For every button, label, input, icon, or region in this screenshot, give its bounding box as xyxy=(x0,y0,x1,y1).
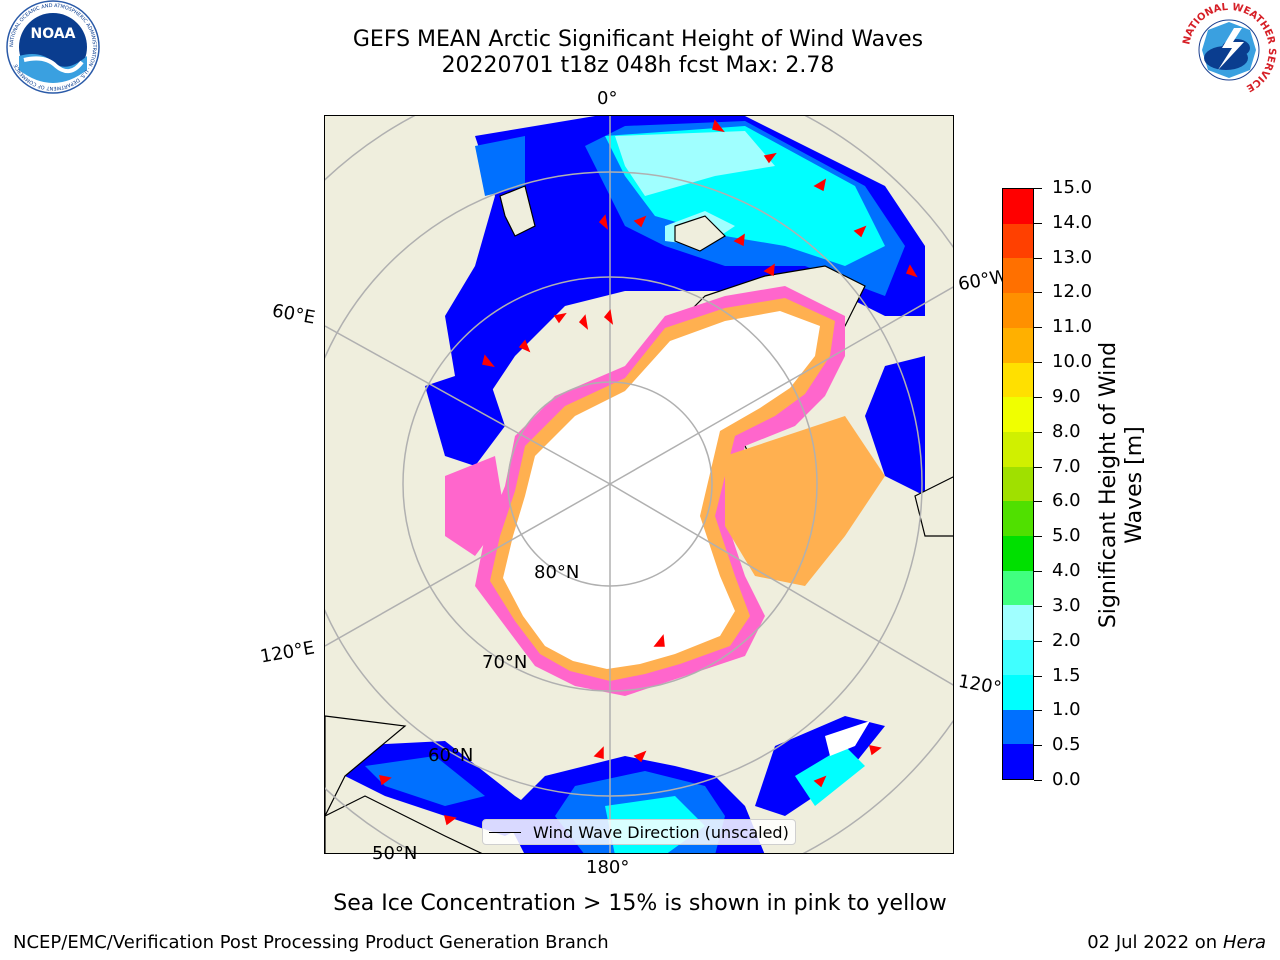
colorbar-tick-label: 10.0 xyxy=(1052,351,1093,373)
colorbar-segment xyxy=(1003,223,1033,259)
lat-label-60n: 60°N xyxy=(428,745,474,766)
footer-note: Sea Ice Concentration > 15% is shown in … xyxy=(333,891,947,916)
colorbar-tick-mark xyxy=(1034,571,1042,573)
colorbar-tick-mark xyxy=(1034,431,1042,433)
noaa-logo-text: NOAA xyxy=(31,26,76,42)
colorbar-segment xyxy=(1003,431,1033,467)
colorbar-tick-mark xyxy=(1034,222,1042,224)
colorbar-tick-mark xyxy=(1034,605,1042,607)
colorbar-segment xyxy=(1003,570,1033,606)
colorbar-tick-label: 15.0 xyxy=(1052,177,1093,198)
colorbar-segment xyxy=(1003,189,1033,224)
colorbar-tick-mark xyxy=(1034,292,1042,294)
lon-label-120e: 120°E xyxy=(258,637,317,668)
colorbar-segment xyxy=(1003,605,1033,641)
footer-date: 02 Jul 2022 on xyxy=(1087,932,1223,953)
colorbar-segment xyxy=(1003,362,1033,398)
noaa-logo: NOAA NATIONAL OCEANIC AND ATMOSPHERIC AD… xyxy=(0,0,106,106)
graticule xyxy=(325,116,953,853)
colorbar-segment xyxy=(1003,466,1033,502)
colorbar-tick-label: 0.5 xyxy=(1052,734,1081,756)
colorbar-tick-mark xyxy=(1034,257,1042,259)
colorbar-segment xyxy=(1003,709,1033,745)
colorbar-tick-mark xyxy=(1034,675,1042,677)
colorbar-segment xyxy=(1003,501,1033,537)
colorbar-tick-label: 3.0 xyxy=(1052,594,1081,616)
colorbar-segment xyxy=(1003,536,1033,571)
chart-title: GEFS MEAN Arctic Significant Height of W… xyxy=(352,27,924,52)
colorbar-tick-label: 4.0 xyxy=(1052,560,1081,582)
colorbar-tick-label: 7.0 xyxy=(1052,455,1081,477)
polar-map xyxy=(324,115,954,854)
colorbar-tick-label: 12.0 xyxy=(1052,281,1093,303)
colorbar-tick-label: 11.0 xyxy=(1052,316,1093,338)
colorbar-tick-mark xyxy=(1034,640,1042,642)
colorbar-tick-label: 1.5 xyxy=(1052,664,1081,686)
colorbar-segment xyxy=(1003,258,1033,294)
colorbar-tick-label: 2.0 xyxy=(1052,629,1081,651)
colorbar-segment xyxy=(1003,674,1033,710)
lat-label-80n: 80°N xyxy=(534,562,580,583)
colorbar-label: Significant Height of Wind Waves [m] xyxy=(1096,341,1147,629)
lon-label-180: 180° xyxy=(586,857,630,878)
footer-right: 02 Jul 2022 on Hera xyxy=(1087,932,1266,953)
colorbar-tick-mark xyxy=(1034,745,1042,747)
legend-label: Wind Wave Direction (unscaled) xyxy=(533,822,789,842)
colorbar-tick-label: 14.0 xyxy=(1052,211,1093,233)
nws-logo: NATIONAL WEATHER SERVICE xyxy=(1178,0,1280,102)
colorbar-tick-label: 13.0 xyxy=(1052,246,1093,268)
colorbar-tick-mark xyxy=(1034,362,1042,364)
lat-label-50n: 50°N xyxy=(372,843,418,864)
colorbar-tick-mark xyxy=(1034,536,1042,538)
colorbar-tick-label: 0.0 xyxy=(1052,769,1081,790)
colorbar-tick-mark xyxy=(1034,780,1042,781)
wave-field-atlantic xyxy=(425,116,925,496)
lat-label-70n: 70°N xyxy=(482,652,528,673)
colorbar-tick-label: 5.0 xyxy=(1052,525,1081,547)
colorbar-tick-mark xyxy=(1034,466,1042,468)
lon-label-60e: 60°E xyxy=(270,300,317,329)
colorbar-tick-mark xyxy=(1034,327,1042,329)
lon-label-0: 0° xyxy=(597,88,618,109)
colorbar-tick-label: 6.0 xyxy=(1052,490,1081,512)
colorbar-tick-label: 8.0 xyxy=(1052,420,1081,442)
colorbar-segment xyxy=(1003,293,1033,328)
footer-left: NCEP/EMC/Verification Post Processing Pr… xyxy=(13,932,609,953)
wind-wave-arrows xyxy=(378,119,918,826)
colorbar-segment xyxy=(1003,397,1033,432)
colorbar-tick-mark xyxy=(1034,188,1042,189)
sea-ice xyxy=(445,286,885,696)
colorbar xyxy=(1002,188,1034,780)
colorbar-segment xyxy=(1003,327,1033,363)
map-legend: Wind Wave Direction (unscaled) xyxy=(482,819,796,845)
colorbar-segment xyxy=(1003,744,1033,779)
chart-subtitle: 20220701 t18z 048h fcst Max: 2.78 xyxy=(441,53,835,78)
colorbar-tick-mark xyxy=(1034,501,1042,503)
colorbar-segment xyxy=(1003,640,1033,675)
colorbar-tick-label: 1.0 xyxy=(1052,699,1081,721)
colorbar-segments xyxy=(1003,189,1033,779)
colorbar-tick-mark xyxy=(1034,396,1042,398)
legend-line-swatch xyxy=(489,831,521,833)
footer-host: Hera xyxy=(1222,932,1266,953)
colorbar-tick-mark xyxy=(1034,710,1042,712)
colorbar-tick-label: 9.0 xyxy=(1052,385,1081,407)
